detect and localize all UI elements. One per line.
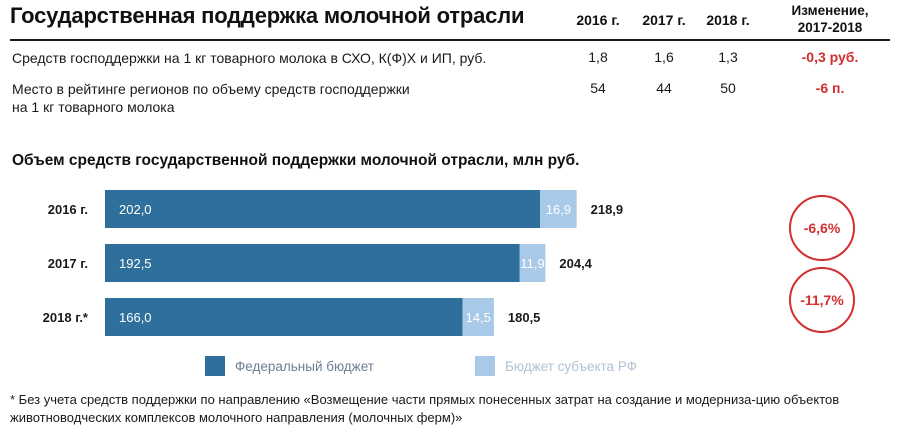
page-title: Государственная поддержка молочной отрас… <box>10 3 525 28</box>
change-circle <box>789 195 855 261</box>
data-label: 11,9 <box>520 256 544 271</box>
table-change-cell: -0,3 руб. <box>801 49 859 65</box>
legend-swatch-regional <box>475 356 495 376</box>
change-header-line-1: Изменение, <box>791 3 869 18</box>
total-label: 218,9 <box>591 202 624 217</box>
table-cell: 44 <box>656 80 672 96</box>
table-row-label: Место в рейтинге регионов по объему сред… <box>12 80 410 116</box>
header-divider <box>10 39 890 41</box>
legend-item-federal: Федеральный бюджет <box>205 356 374 376</box>
legend-item-regional: Бюджет субъекта РФ <box>475 356 637 376</box>
table-cell: 1,3 <box>718 49 738 65</box>
bar-federal <box>105 244 520 282</box>
table-cell: 1,8 <box>588 49 608 65</box>
table-change-cell: -6 п. <box>815 80 845 96</box>
row-label-line-2: на 1 кг товарного молока <box>12 99 175 115</box>
data-label: 14,5 <box>466 310 491 325</box>
table-row-label: Средств господдержки на 1 кг товарного м… <box>12 50 487 66</box>
legend-label-federal: Федеральный бюджет <box>235 358 374 374</box>
column-header-2017: 2017 г. <box>642 12 686 28</box>
row-label-line-1: Место в рейтинге регионов по объему сред… <box>12 81 410 97</box>
column-header-change: Изменение, 2017-2018 <box>768 2 892 36</box>
change-header-line-2: 2017-2018 <box>797 20 863 35</box>
chart-title: Объем средств государственной поддержки … <box>12 152 580 169</box>
change-label: -11,7% <box>800 292 844 308</box>
stacked-bar-chart: 2016 г. 202,0 16,9 218,9 2017 г. 192,5 11,9 204… <box>43 190 855 336</box>
bar-regional <box>519 244 546 282</box>
total-label: 180,5 <box>508 310 541 325</box>
bar-regional <box>462 298 494 336</box>
category-label: 2016 г. <box>48 202 88 217</box>
data-label: 16,9 <box>546 202 571 217</box>
data-label: 192,5 <box>119 256 152 271</box>
change-label: -6,6% <box>804 220 841 236</box>
bar-federal <box>105 298 463 336</box>
column-header-2016: 2016 г. <box>576 12 620 28</box>
bar-regional <box>540 190 577 228</box>
legend-label-regional: Бюджет субъекта РФ <box>505 358 637 374</box>
column-header-2018: 2018 г. <box>706 12 750 28</box>
table-cell: 54 <box>590 80 606 96</box>
change-circle <box>789 267 855 333</box>
table-cell: 50 <box>720 80 736 96</box>
data-label: 166,0 <box>119 310 152 325</box>
bar-federal <box>105 190 541 228</box>
data-label: 202,0 <box>119 202 152 217</box>
table-cell: 1,6 <box>654 49 674 65</box>
footnote: * Без учета средств поддержки по направл… <box>10 392 840 425</box>
legend-swatch-federal <box>205 356 225 376</box>
total-label: 204,4 <box>559 256 592 271</box>
category-label: 2018 г.* <box>43 310 89 325</box>
category-label: 2017 г. <box>48 256 88 271</box>
